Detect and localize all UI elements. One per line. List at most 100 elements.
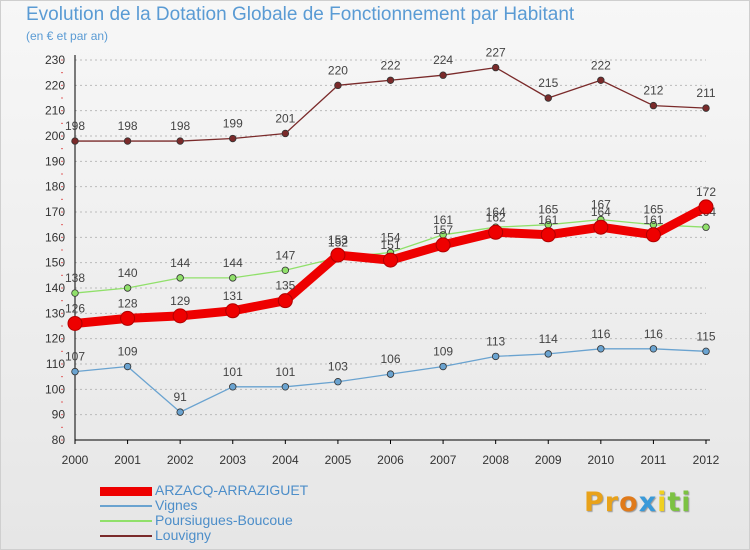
data-point	[649, 345, 658, 353]
data-label: 116	[591, 327, 610, 341]
data-point	[702, 223, 710, 231]
data-point	[281, 266, 290, 274]
data-point	[334, 81, 342, 90]
data-label: 212	[643, 84, 663, 98]
data-point	[176, 408, 184, 416]
data-point	[281, 383, 290, 391]
data-point	[67, 315, 83, 331]
data-point	[698, 199, 714, 215]
data-point	[383, 252, 398, 268]
y-tick-label: 220	[45, 78, 65, 92]
data-label: 101	[275, 365, 295, 379]
x-tick-label: 2011	[641, 453, 667, 467]
x-tick-label: 2012	[693, 453, 720, 467]
data-label: 222	[591, 58, 611, 72]
logo-letter: P	[584, 487, 605, 518]
chart-title: Evolution de la Dotation Globale de Fonc…	[26, 4, 575, 25]
data-point	[435, 237, 451, 253]
data-point	[540, 227, 556, 243]
data-point	[71, 137, 79, 145]
legend-swatch	[100, 486, 152, 496]
data-label: 116	[644, 327, 663, 341]
y-tick-label: 120	[45, 332, 65, 346]
data-label: 201	[275, 111, 295, 125]
data-point	[702, 347, 710, 356]
data-label: 220	[328, 63, 348, 77]
data-label: 109	[118, 345, 138, 359]
data-label: 161	[643, 213, 663, 227]
data-label: 109	[433, 345, 453, 359]
data-point	[488, 224, 504, 240]
data-point	[439, 362, 447, 371]
data-label: 101	[223, 365, 243, 379]
data-point	[71, 367, 79, 376]
data-point	[386, 370, 395, 378]
data-point	[544, 350, 552, 358]
data-label: 198	[118, 119, 138, 133]
legend-label: Vignes	[155, 497, 198, 513]
data-label: 224	[433, 53, 453, 67]
logo-letter: r	[604, 487, 620, 518]
data-label: 162	[486, 210, 506, 224]
y-tick-label: 170	[45, 205, 65, 219]
data-label: 106	[380, 352, 400, 366]
data-label: 115	[696, 329, 715, 343]
x-tick-label: 2003	[219, 453, 246, 467]
data-label: 222	[380, 58, 400, 72]
y-tick-label: 140	[45, 281, 65, 295]
legend-label: Poursiugues-Boucoue	[155, 512, 293, 528]
data-label: 151	[380, 238, 400, 252]
x-tick-label: 2000	[62, 453, 89, 467]
data-label: 138	[65, 271, 85, 285]
data-label: 135	[275, 279, 295, 293]
logo-letter: x	[638, 487, 658, 518]
data-point	[277, 293, 293, 309]
data-label: 198	[170, 119, 190, 133]
legend-label: ARZACQ-ARRAZIGUET	[155, 482, 309, 498]
data-label: 107	[65, 350, 85, 364]
data-label: 165	[538, 203, 558, 217]
y-tick-label: 90	[52, 408, 66, 422]
data-label: 140	[118, 266, 138, 280]
data-label: 199	[223, 117, 243, 131]
data-point	[225, 303, 241, 319]
legend-swatch	[100, 520, 152, 522]
data-label: 113	[486, 334, 505, 348]
logo-letter: i	[657, 487, 668, 518]
data-point	[123, 284, 132, 292]
x-tick-label: 2008	[482, 453, 509, 467]
data-point	[491, 352, 500, 361]
x-tick-label: 2004	[272, 453, 299, 467]
data-label: 128	[118, 296, 138, 310]
y-tick-label: 160	[45, 230, 65, 244]
data-point	[491, 63, 500, 72]
x-tick-label: 2006	[377, 453, 404, 467]
data-label: 215	[538, 76, 558, 90]
data-point	[123, 137, 132, 145]
data-label: 211	[696, 86, 715, 100]
data-point	[330, 247, 346, 263]
data-label: 172	[696, 185, 716, 199]
data-label: 164	[486, 205, 506, 219]
y-tick-label: 130	[45, 306, 65, 320]
data-label: 114	[539, 332, 558, 346]
data-point	[229, 274, 237, 282]
x-tick-label: 2001	[114, 453, 141, 467]
data-label: 161	[538, 213, 558, 227]
x-tick-label: 2009	[535, 453, 562, 467]
legend-swatch	[100, 535, 152, 537]
data-label: 165	[643, 203, 663, 217]
data-point	[593, 219, 609, 235]
x-tick-label: 2005	[325, 453, 352, 467]
data-point	[176, 274, 184, 282]
data-point	[334, 378, 342, 386]
data-label: 157	[433, 223, 453, 237]
data-point	[281, 129, 290, 138]
y-tick-label: 180	[45, 180, 65, 194]
data-point	[597, 345, 605, 353]
data-label: 164	[591, 205, 611, 219]
y-tick-label: 200	[45, 129, 65, 143]
logo-letter: o	[619, 487, 639, 518]
data-label: 152	[328, 236, 348, 250]
data-point	[123, 362, 132, 371]
